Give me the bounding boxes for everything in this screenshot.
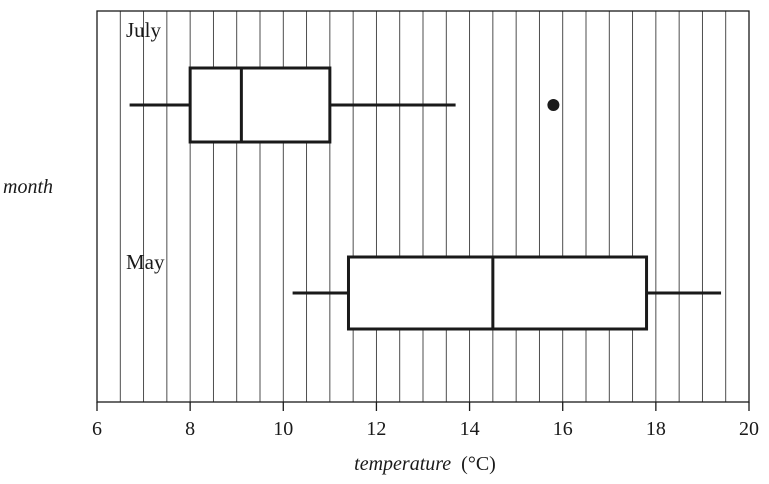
x-axis-title-main: temperature	[354, 453, 451, 475]
x-tick-label-20: 20	[739, 418, 759, 440]
box-series: July May	[126, 18, 722, 331]
x-tick-label-8: 8	[185, 418, 195, 440]
x-axis-ticks: 6 8 10 12 14 16 18 20	[92, 402, 759, 440]
series-label-may: May	[126, 250, 165, 274]
x-tick-label-6: 6	[92, 418, 102, 440]
box-july: July	[126, 18, 560, 144]
x-axis-title: temperature (°C)	[354, 453, 496, 475]
july-iqr-box	[188, 66, 332, 144]
x-tick-label-10: 10	[273, 418, 293, 440]
x-tick-label-18: 18	[646, 418, 666, 440]
x-tick-label-16: 16	[553, 418, 573, 440]
series-label-july: July	[126, 18, 162, 42]
plot-frame	[96, 10, 750, 403]
y-axis-title: month	[3, 176, 53, 198]
x-tick-label-14: 14	[460, 418, 480, 440]
x-axis-title-unit: (°C)	[461, 453, 496, 475]
box-may: May	[126, 250, 722, 331]
x-tick-label-12: 12	[366, 418, 386, 440]
july-outlier-0	[547, 99, 560, 111]
may-iqr-box	[346, 255, 649, 331]
